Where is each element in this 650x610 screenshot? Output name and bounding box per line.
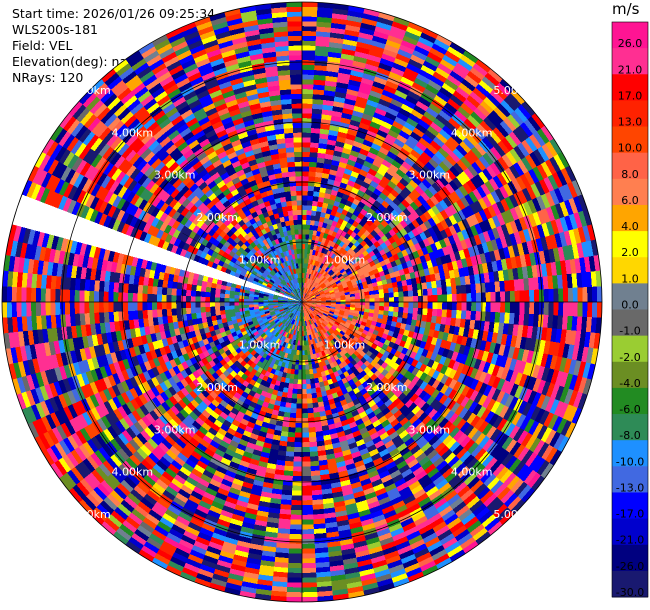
colorbar-tick-label: 8.0 xyxy=(621,168,639,181)
range-ring-label: 2.00km xyxy=(366,211,408,224)
colorbar-tick-label: -4.0 xyxy=(619,377,640,390)
colorbar-tick-label: -10.0 xyxy=(616,455,644,468)
colorbar-swatch xyxy=(612,492,648,520)
velocity-bin-group xyxy=(5,12,588,598)
colorbar-swatch xyxy=(612,178,648,206)
colorbar: 26.0 21.0 17.0 13.0 10.0 8.0 6.0 4.0 2.0 1.0 0.0 -1… xyxy=(611,21,649,599)
colorbar-tick-label: 26.0 xyxy=(618,37,643,50)
colorbar-tick-label: 0.0 xyxy=(621,299,639,312)
range-ring-label: 4.00km xyxy=(451,126,493,139)
range-ring-label: 3.00km xyxy=(408,169,450,182)
range-ring xyxy=(1,1,603,603)
velocity-bin-group xyxy=(7,8,599,601)
colorbar-swatch xyxy=(612,100,648,128)
range-ring-label: 2.00km xyxy=(196,211,238,224)
range-ring-label: 5.00km xyxy=(493,84,535,97)
velocity-bin-group xyxy=(21,21,588,596)
range-overlay: 1.00km 1.00km 1.00km 1.00km 2.00km 2.00km 2.00… xyxy=(1,1,603,603)
colorbar-swatch xyxy=(612,570,648,598)
colorbar-tick-label: -6.0 xyxy=(619,403,640,416)
range-ring-label: 2.00km xyxy=(196,381,238,394)
colorbar-tick-label: -2.0 xyxy=(619,351,640,364)
colorbar-swatch xyxy=(612,544,648,572)
range-ring xyxy=(241,241,363,363)
colorbar-swatch xyxy=(612,335,648,363)
range-ring-label: 3.00km xyxy=(408,423,450,436)
colorbar-swatch xyxy=(612,309,648,337)
range-ring-label: 4.00km xyxy=(112,126,154,139)
colorbar-tick-label: 1.0 xyxy=(621,272,639,285)
nrays-label: NRays: 120 xyxy=(12,70,84,85)
colorbar-tick-label: 17.0 xyxy=(618,89,643,102)
velocity-bin-group xyxy=(3,2,574,593)
velocity-bin-group xyxy=(16,24,602,594)
colorbar-swatch xyxy=(612,387,648,415)
field-label: Field: VEL xyxy=(12,38,73,53)
colorbar-tick-label: -30.0 xyxy=(616,586,644,599)
range-ring-label: 5.00km xyxy=(69,84,111,97)
colorbar-swatch xyxy=(612,361,648,389)
range-ring-label: 2.00km xyxy=(366,381,408,394)
colorbar-tick-label: -8.0 xyxy=(619,429,640,442)
colorbar-frame xyxy=(611,21,649,598)
range-ring xyxy=(61,61,543,543)
colorbar-tick-label: 6.0 xyxy=(621,194,639,207)
colorbar-swatch xyxy=(612,518,648,546)
range-ring-label: 1.00km xyxy=(239,254,281,267)
range-ring-label: 1.00km xyxy=(324,338,366,351)
range-ring-label: 1.00km xyxy=(239,338,281,351)
range-ring xyxy=(121,121,483,483)
colorbar-tick-label: 4.0 xyxy=(621,220,639,233)
colorbar-swatch xyxy=(612,283,648,310)
colorbar-swatch xyxy=(612,440,648,467)
elevation-label: Elevation(deg): nan xyxy=(12,54,136,69)
colorbar-swatch xyxy=(612,48,648,75)
colorbar-swatch xyxy=(612,22,648,49)
colorbar-tick-label: -21.0 xyxy=(616,534,644,547)
colorbar-tick-label: 2.0 xyxy=(621,246,639,259)
colorbar-tick-label: -17.0 xyxy=(616,508,644,521)
range-ring-label: 4.00km xyxy=(112,466,154,479)
colorbar-swatch xyxy=(612,204,648,232)
colorbar-swatch xyxy=(612,466,648,493)
range-ring xyxy=(181,181,423,423)
range-ring-label: 1.00km xyxy=(324,254,366,267)
colorbar-swatch xyxy=(612,257,648,284)
colorbar-swatch xyxy=(612,231,648,258)
colorbar-swatch xyxy=(612,126,648,154)
range-ring-label: 3.00km xyxy=(154,169,196,182)
colorbar-tick-label: -26.0 xyxy=(616,560,644,573)
range-ring-label: 5.00km xyxy=(493,508,535,521)
azimuth-spoke xyxy=(232,182,372,422)
colorbar-tick-label: 13.0 xyxy=(618,116,643,129)
colorbar-tick-label: 21.0 xyxy=(618,63,643,76)
range-ring-label: 5.00km xyxy=(69,508,111,521)
colorbar-swatch xyxy=(612,414,648,441)
range-ring-label: 3.00km xyxy=(154,423,196,436)
colorbar-unit-label: m/s xyxy=(612,0,640,18)
start-time-label: Start time: 2026/01/26 09:25:34 xyxy=(12,6,216,21)
colorbar-tick-label: 10.0 xyxy=(618,142,643,155)
colorbar-swatch xyxy=(612,152,648,180)
instrument-label: WLS200s-181 xyxy=(12,22,98,37)
colorbar-tick-label: -1.0 xyxy=(619,325,640,338)
colorbar-swatch xyxy=(612,74,648,101)
range-ring-label: 4.00km xyxy=(451,466,493,479)
colorbar-tick-label: -13.0 xyxy=(616,481,644,494)
velocity-bin-group xyxy=(8,8,601,603)
